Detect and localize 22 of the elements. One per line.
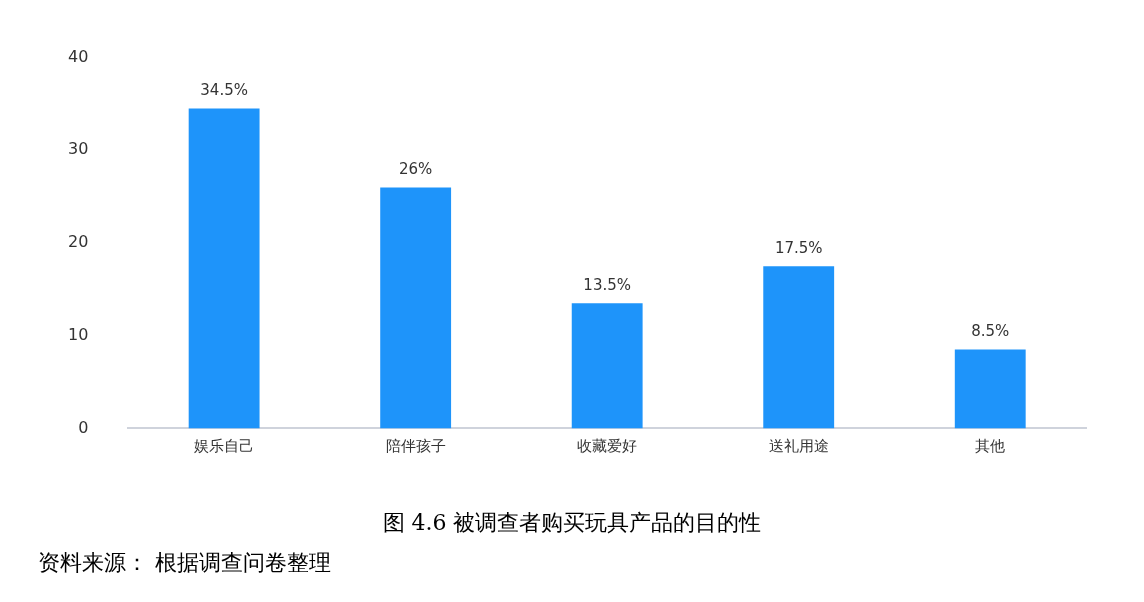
x-tick-label: 收藏爱好	[577, 437, 638, 456]
text: 资料来源： 根据调查问卷整理	[38, 549, 332, 577]
x-tick-label: 其他	[975, 437, 1006, 456]
text: 图 4.6 被调查者购买玩具产品的目的性	[381, 509, 763, 537]
y-tick-label: 40	[68, 46, 89, 66]
data-label: 34.5%	[200, 80, 248, 99]
bar	[188, 108, 260, 429]
bar	[380, 187, 452, 429]
y-tick-label: 0	[78, 417, 89, 437]
bar	[763, 266, 835, 429]
y-tick-label: 10	[68, 324, 89, 344]
data-label: 17.5%	[774, 238, 823, 257]
x-tick-label: 娱乐自己	[194, 437, 255, 456]
x-tick-label: 送礼用途	[768, 437, 829, 456]
data-label: 8.5%	[971, 322, 1010, 340]
x-tick-label: 陪伴孩子	[385, 437, 446, 456]
bar	[954, 349, 1026, 429]
data-label: 26%	[398, 159, 433, 178]
data-label: 13.5%	[583, 275, 632, 294]
y-tick-label: 20	[68, 232, 89, 252]
bar	[571, 303, 643, 429]
y-tick-label: 30	[68, 139, 89, 159]
